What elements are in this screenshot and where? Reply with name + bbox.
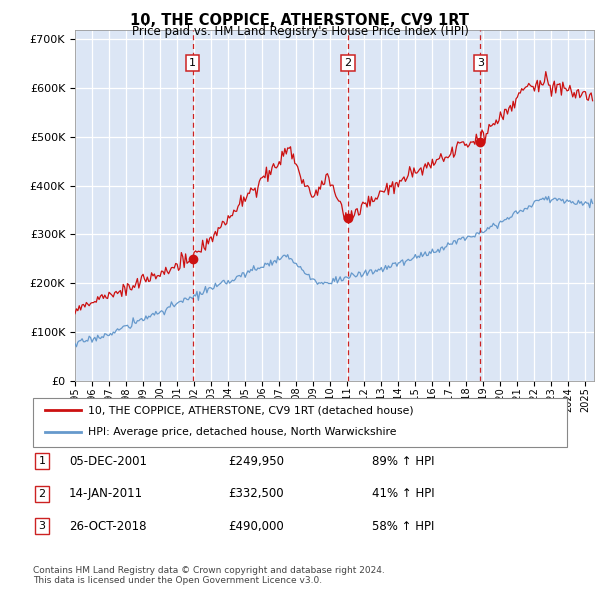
- Text: 10, THE COPPICE, ATHERSTONE, CV9 1RT: 10, THE COPPICE, ATHERSTONE, CV9 1RT: [131, 13, 470, 28]
- Text: Contains HM Land Registry data © Crown copyright and database right 2024.
This d: Contains HM Land Registry data © Crown c…: [33, 566, 385, 585]
- Text: 2: 2: [38, 489, 46, 499]
- Text: 41% ↑ HPI: 41% ↑ HPI: [372, 487, 434, 500]
- Text: 3: 3: [477, 58, 484, 68]
- Text: 14-JAN-2011: 14-JAN-2011: [69, 487, 143, 500]
- Text: 10, THE COPPICE, ATHERSTONE, CV9 1RT (detached house): 10, THE COPPICE, ATHERSTONE, CV9 1RT (de…: [88, 405, 414, 415]
- Text: 05-DEC-2001: 05-DEC-2001: [69, 455, 147, 468]
- Text: 3: 3: [38, 522, 46, 531]
- Text: 26-OCT-2018: 26-OCT-2018: [69, 520, 146, 533]
- Text: 1: 1: [189, 58, 196, 68]
- Text: HPI: Average price, detached house, North Warwickshire: HPI: Average price, detached house, Nort…: [88, 428, 397, 437]
- Text: £332,500: £332,500: [228, 487, 284, 500]
- Text: 58% ↑ HPI: 58% ↑ HPI: [372, 520, 434, 533]
- Text: 2: 2: [344, 58, 352, 68]
- Text: £490,000: £490,000: [228, 520, 284, 533]
- Text: Price paid vs. HM Land Registry's House Price Index (HPI): Price paid vs. HM Land Registry's House …: [131, 25, 469, 38]
- Text: 1: 1: [38, 457, 46, 466]
- Text: £249,950: £249,950: [228, 455, 284, 468]
- Text: 89% ↑ HPI: 89% ↑ HPI: [372, 455, 434, 468]
